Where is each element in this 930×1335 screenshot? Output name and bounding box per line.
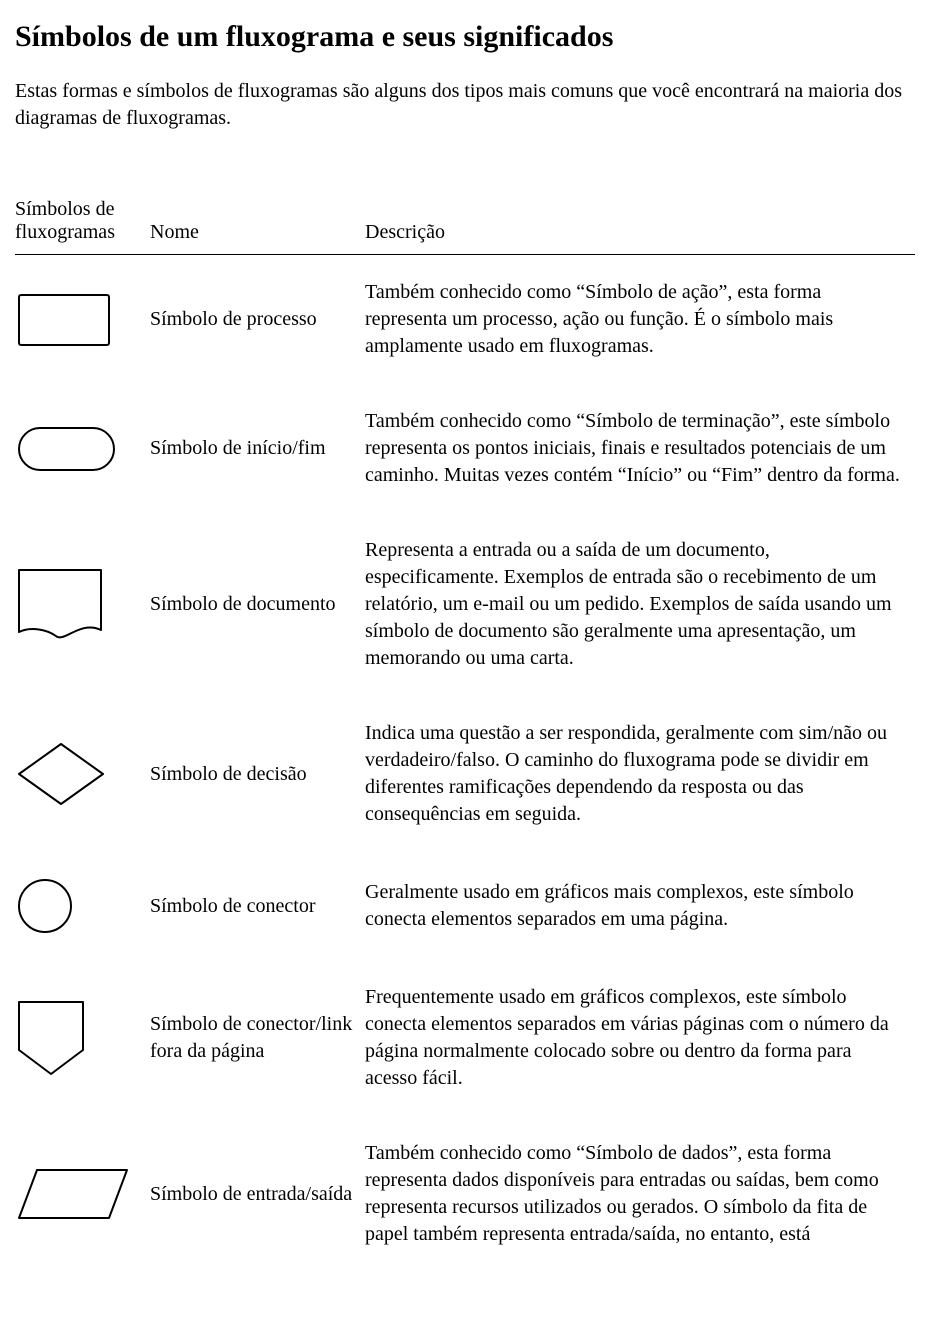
symbol-description: Também conhecido como “Símbolo de ação”,… — [365, 255, 915, 385]
header-symbol: Símbolos de fluxogramas — [15, 192, 150, 255]
intro-text: Estas formas e símbolos de fluxogramas s… — [15, 78, 915, 132]
symbol-description: Geralmente usado em gráficos mais comple… — [365, 852, 915, 960]
symbol-description: Indica uma questão a ser respondida, ger… — [365, 696, 915, 852]
table-row: Símbolo de decisãoIndica uma questão a s… — [15, 696, 915, 852]
io-symbol-icon — [15, 1116, 150, 1272]
table-row: Símbolo de início/fimTambém conhecido co… — [15, 384, 915, 513]
symbol-name: Símbolo de entrada/saída — [150, 1116, 365, 1272]
symbol-name: Símbolo de documento — [150, 513, 365, 696]
table-row: Símbolo de processoTambém conhecido como… — [15, 255, 915, 385]
symbol-description: Frequentemente usado em gráficos complex… — [365, 960, 915, 1116]
symbol-name: Símbolo de decisão — [150, 696, 365, 852]
symbol-name: Símbolo de conector — [150, 852, 365, 960]
symbol-description: Também conhecido como “Símbolo de dados”… — [365, 1116, 915, 1272]
symbols-table: Símbolos de fluxogramas Nome Descrição S… — [15, 192, 915, 1272]
symbol-name: Símbolo de início/fim — [150, 384, 365, 513]
offpage-symbol-icon — [15, 960, 150, 1116]
header-description: Descrição — [365, 192, 915, 255]
symbol-description: Representa a entrada ou a saída de um do… — [365, 513, 915, 696]
table-row: Símbolo de documentoRepresenta a entrada… — [15, 513, 915, 696]
header-name: Nome — [150, 192, 365, 255]
document-symbol-icon — [15, 513, 150, 696]
table-row: Símbolo de conector/link fora da páginaF… — [15, 960, 915, 1116]
connector-symbol-icon — [15, 852, 150, 960]
terminator-symbol-icon — [15, 384, 150, 513]
symbol-name: Símbolo de conector/link fora da página — [150, 960, 365, 1116]
page-title: Símbolos de um fluxograma e seus signifi… — [15, 20, 915, 54]
decision-symbol-icon — [15, 696, 150, 852]
table-row: Símbolo de entrada/saídaTambém conhecido… — [15, 1116, 915, 1272]
process-symbol-icon — [15, 255, 150, 385]
symbol-name: Símbolo de processo — [150, 255, 365, 385]
symbol-description: Também conhecido como “Símbolo de termin… — [365, 384, 915, 513]
table-row: Símbolo de conectorGeralmente usado em g… — [15, 852, 915, 960]
